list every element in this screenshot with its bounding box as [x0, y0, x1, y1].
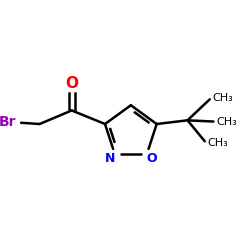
Text: CH₃: CH₃ — [216, 116, 237, 126]
Text: O: O — [65, 76, 78, 91]
Text: O: O — [146, 152, 156, 165]
Text: CH₃: CH₃ — [212, 93, 233, 103]
Text: Br: Br — [0, 115, 16, 129]
Text: N: N — [105, 152, 116, 165]
Text: CH₃: CH₃ — [207, 138, 228, 147]
